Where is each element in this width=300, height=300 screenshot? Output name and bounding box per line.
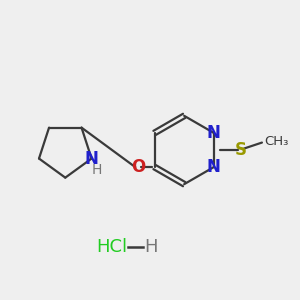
Text: CH₃: CH₃ (264, 135, 289, 148)
Text: O: O (131, 158, 146, 176)
Text: S: S (235, 141, 247, 159)
Text: N: N (207, 158, 221, 176)
Text: N: N (207, 124, 221, 142)
Text: N: N (85, 149, 98, 167)
Text: H: H (145, 238, 158, 256)
Text: HCl: HCl (96, 238, 127, 256)
Text: H: H (92, 163, 102, 177)
